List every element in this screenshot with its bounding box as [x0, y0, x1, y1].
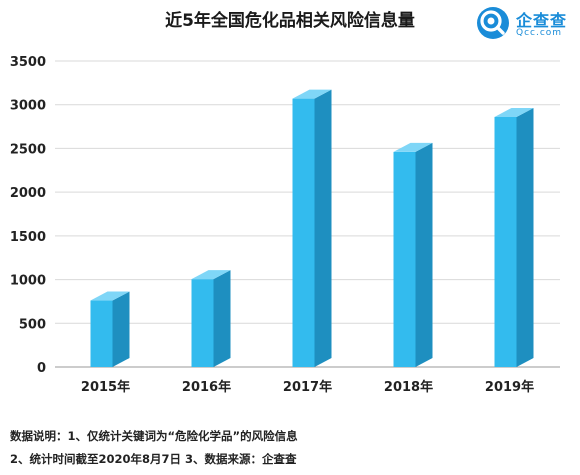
bar-2019年	[494, 107, 534, 367]
bar-2018年	[393, 142, 433, 367]
y-axis-ticks: 0 500 1000 1500 2000 2500 3000 3500	[10, 55, 46, 376]
bar-side	[314, 89, 332, 367]
bar-side	[516, 107, 534, 367]
bar-front	[393, 151, 416, 367]
x-tick-label: 2016年	[182, 379, 231, 395]
bar-side	[112, 291, 130, 367]
y-tick-label: 3500	[10, 55, 46, 70]
bar-top	[393, 142, 433, 152]
footnote-line-1: 数据说明：1、仅统计关键词为“危险化学品”的风险信息	[10, 429, 298, 443]
x-axis-ticks: 2015年 2016年 2017年 2018年 2019年	[81, 379, 534, 395]
logo-url: Qcc.com	[516, 28, 563, 38]
qcc-logo-icon	[477, 7, 509, 39]
footnote-line-2: 2、统计时间截至2020年8月7日 3、数据来源：企查查	[10, 452, 297, 466]
bar-top	[191, 270, 231, 280]
x-tick-label: 2015年	[81, 379, 130, 395]
y-tick-label: 2000	[10, 186, 46, 201]
bar-top	[292, 89, 332, 99]
y-tick-label: 3000	[10, 99, 46, 114]
bars	[90, 89, 534, 367]
bar-front	[191, 279, 214, 367]
x-tick-label: 2019年	[485, 379, 534, 395]
x-tick-label: 2018年	[384, 379, 433, 395]
bar-top	[90, 291, 130, 301]
y-tick-label: 2500	[10, 142, 46, 157]
bar-2017年	[292, 89, 332, 367]
bar-side	[213, 270, 231, 367]
y-tick-label: 1000	[10, 274, 46, 289]
logo-name: 企查查	[516, 11, 568, 30]
bar-front	[494, 116, 517, 367]
bar-side	[415, 142, 433, 367]
bar-front	[292, 98, 315, 367]
y-tick-label: 500	[19, 317, 46, 332]
qcc-logo: 企查查 Qcc.com	[476, 4, 580, 44]
bar-2016年	[191, 270, 231, 367]
chart-title: 近5年全国危化品相关风险信息量	[165, 11, 415, 31]
y-tick-label: 1500	[10, 230, 46, 245]
bar-2015年	[90, 291, 130, 367]
bar-front	[90, 300, 113, 367]
bar-top	[494, 107, 534, 117]
y-tick-label: 0	[37, 361, 46, 376]
x-tick-label: 2017年	[283, 379, 332, 395]
